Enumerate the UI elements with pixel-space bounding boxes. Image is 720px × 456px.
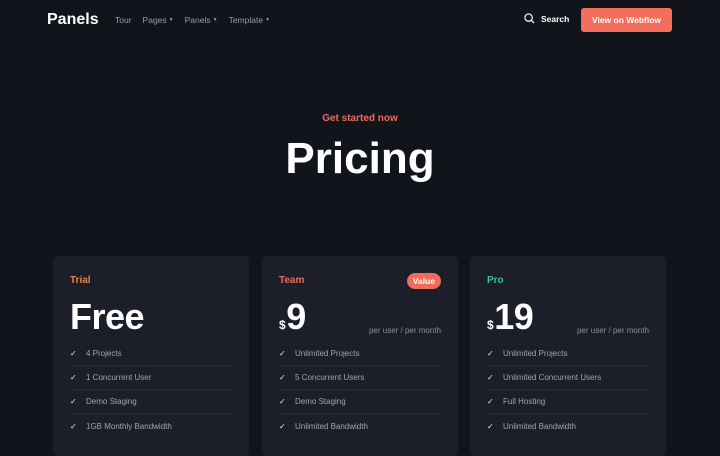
plan-price: $19 xyxy=(487,296,534,338)
price-period: per user / per month xyxy=(576,326,649,335)
check-icon: ✓ xyxy=(70,421,77,431)
check-icon: ✓ xyxy=(487,349,494,358)
feature-item: ✓ Demo Staging xyxy=(279,390,441,414)
search-button[interactable]: Search xyxy=(524,13,569,24)
check-icon: ✓ xyxy=(279,397,286,406)
plan-name: Pro xyxy=(487,275,504,286)
plan-name: Trial xyxy=(70,275,91,286)
feature-list: ✓ 4 Projects ✓ 1 Concurrent User ✓ Demo Stagi… xyxy=(70,342,232,438)
feature-item: ✓ 4 Projects xyxy=(70,342,232,366)
feature-item: ✓ Unlimited Projects xyxy=(279,342,441,366)
caret-down-icon: ▼ xyxy=(168,17,174,23)
feature-label: Demo Staging xyxy=(86,397,137,406)
nav-links: Tour Pages ▼ Panels ▼ Template ▼ xyxy=(115,15,270,25)
feature-label: Unlimited Bandwidth xyxy=(295,421,368,431)
feature-item: ✓ Unlimited Bandwidth xyxy=(487,414,649,438)
nav-link-label: Template xyxy=(228,15,264,25)
view-on-webflow-button[interactable]: View on Webflow xyxy=(581,8,672,32)
feature-item: ✓ 1 Concurrent User xyxy=(70,366,232,390)
check-icon: ✓ xyxy=(70,373,77,382)
feature-label: Demo Staging xyxy=(295,397,346,406)
caret-down-icon: ▼ xyxy=(265,17,271,23)
pricing-card-pro: Pro $19 per user / per month ✓ Unlimited Pro… xyxy=(470,256,666,456)
hero-eyebrow: Get started now xyxy=(322,113,398,124)
feature-item: ✓ 1GB Monthly Bandwidth xyxy=(70,414,232,438)
feature-item: ✓ Unlimited Projects xyxy=(487,342,649,366)
price-value: Free xyxy=(70,296,145,337)
feature-item: ✓ 5 Concurrent Users xyxy=(279,366,441,390)
price-period: per user / per month xyxy=(368,326,441,335)
plan-price: $9 xyxy=(279,296,306,338)
nav-link-tour[interactable]: Tour xyxy=(115,15,132,25)
feature-label: 5 Concurrent Users xyxy=(295,373,365,382)
check-icon: ✓ xyxy=(279,421,286,431)
check-icon: ✓ xyxy=(70,397,77,406)
feature-label: 1GB Monthly Bandwidth xyxy=(86,421,172,431)
page-title: Pricing xyxy=(285,134,435,183)
value-badge: Value xyxy=(406,273,441,289)
pricing-card-trial: Trial Free ✓ 4 Projects ✓ 1 Concurrent User ✓ D… xyxy=(53,256,249,456)
search-icon xyxy=(524,13,535,24)
feature-label: Unlimited Projects xyxy=(503,349,568,358)
logo[interactable]: Panels xyxy=(47,11,99,28)
nav-link-label: Tour xyxy=(115,15,132,25)
top-nav: Panels Tour Pages ▼ Panels ▼ Template ▼ Search… xyxy=(0,0,720,40)
currency: $ xyxy=(487,318,494,332)
feature-list: ✓ Unlimited Projects ✓ 5 Concurrent Users ✓ D… xyxy=(279,342,441,438)
plan-name: Team xyxy=(279,275,305,286)
check-icon: ✓ xyxy=(487,421,494,431)
check-icon: ✓ xyxy=(487,373,494,382)
feature-label: Unlimited Bandwidth xyxy=(503,421,576,431)
nav-link-panels[interactable]: Panels ▼ xyxy=(185,15,218,25)
search-label: Search xyxy=(541,13,570,24)
feature-label: 1 Concurrent User xyxy=(86,373,152,382)
feature-label: 4 Projects xyxy=(86,349,122,358)
feature-label: Unlimited Concurrent Users xyxy=(503,373,602,382)
check-icon: ✓ xyxy=(279,373,286,382)
check-icon: ✓ xyxy=(70,349,77,358)
feature-item: ✓ Unlimited Bandwidth xyxy=(279,414,441,438)
pricing-card-team: Team Value $9 per user / per month ✓ Unlimite… xyxy=(262,256,458,456)
price-value: 19 xyxy=(494,296,534,337)
feature-label: Unlimited Projects xyxy=(295,349,360,358)
caret-down-icon: ▼ xyxy=(212,17,218,23)
feature-item: ✓ Unlimited Concurrent Users xyxy=(487,366,649,390)
feature-list: ✓ Unlimited Projects ✓ Unlimited Concurrent… xyxy=(487,342,649,438)
feature-item: ✓ Demo Staging xyxy=(70,390,232,414)
nav-link-template[interactable]: Template ▼ xyxy=(229,15,270,25)
plan-price: Free xyxy=(70,296,145,338)
currency: $ xyxy=(279,318,286,332)
feature-item: ✓ Full Hosting xyxy=(487,390,649,414)
check-icon: ✓ xyxy=(279,349,286,358)
check-icon: ✓ xyxy=(487,397,494,406)
price-value: 9 xyxy=(286,296,306,337)
nav-link-label: Pages xyxy=(142,15,167,25)
feature-label: Full Hosting xyxy=(503,397,546,406)
nav-link-label: Panels xyxy=(184,15,211,25)
nav-link-pages[interactable]: Pages ▼ xyxy=(143,15,174,25)
